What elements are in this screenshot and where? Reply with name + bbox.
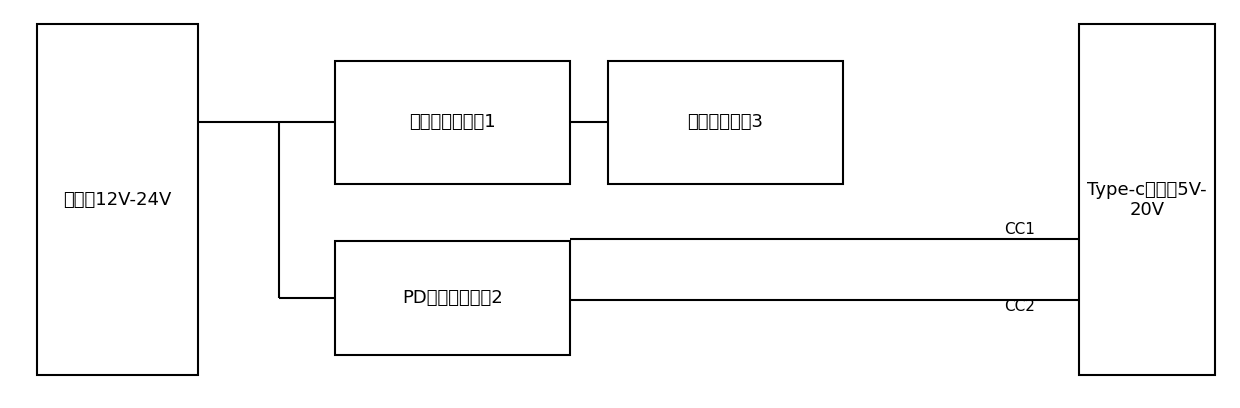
Text: 点烟器12V-24V: 点烟器12V-24V xyxy=(63,191,172,209)
Bar xyxy=(335,241,570,355)
Text: 降压型功率电路1: 降压型功率电路1 xyxy=(409,113,496,131)
Text: PD协议控制芯片2: PD协议控制芯片2 xyxy=(402,289,503,307)
Text: CC1: CC1 xyxy=(1004,222,1035,237)
Text: Type-c输出口5V-
20V: Type-c输出口5V- 20V xyxy=(1087,180,1207,220)
Text: CC2: CC2 xyxy=(1004,299,1035,314)
Bar xyxy=(608,61,843,184)
Bar xyxy=(37,24,198,375)
Bar xyxy=(1079,24,1215,375)
Bar xyxy=(335,61,570,184)
Text: 保护控制电路3: 保护控制电路3 xyxy=(687,113,764,131)
